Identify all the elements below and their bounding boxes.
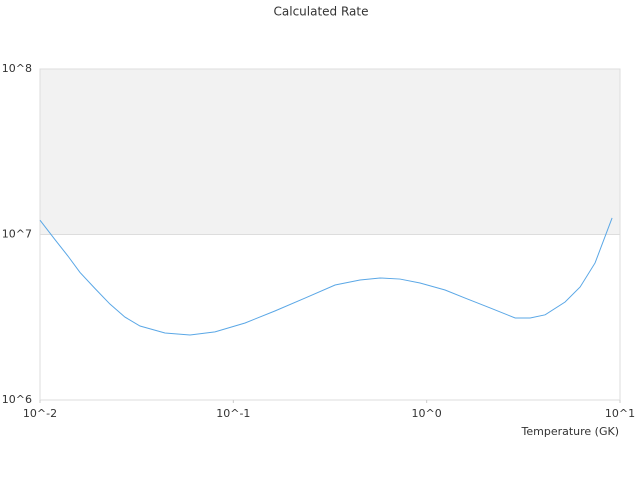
shaded-band (40, 69, 620, 235)
y-tick-label: 10^8 (2, 62, 32, 75)
x-axis-label: Temperature (GK) (521, 425, 620, 438)
line (39, 217, 613, 336)
x-tick-label: 10^0 (412, 407, 442, 420)
x-tick-label: 10^-1 (216, 407, 250, 420)
x-tick-label: 10^-2 (23, 407, 57, 420)
x-tick-label: 10^1 (605, 407, 635, 420)
y-tick-label: 10^7 (2, 228, 32, 241)
y-tick-label: 10^6 (2, 393, 32, 406)
chart-title: Calculated Rate (274, 5, 369, 19)
